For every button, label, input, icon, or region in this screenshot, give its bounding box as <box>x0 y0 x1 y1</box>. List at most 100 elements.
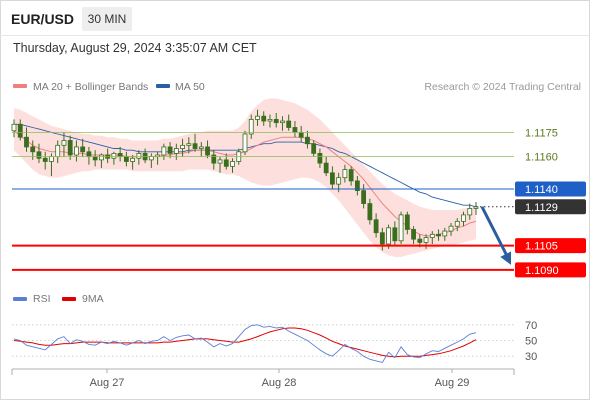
candle <box>411 226 416 245</box>
candle <box>280 116 285 131</box>
candle <box>167 142 173 159</box>
rsi-plot: 70 50 30 <box>12 320 537 363</box>
candle <box>448 222 454 236</box>
candle <box>223 153 229 170</box>
candle-body <box>330 172 335 185</box>
time-axis: Aug 27 Aug 28 Aug 29 <box>11 368 515 389</box>
candle-body <box>42 157 48 162</box>
level-label-box <box>515 238 586 254</box>
candle-body <box>11 123 17 132</box>
rsi-ma-legend-label: 9MA <box>82 293 104 305</box>
candle-body <box>286 120 292 128</box>
bollinger-band <box>14 98 476 258</box>
candle-body <box>361 190 367 204</box>
interval-button[interactable]: 30 MIN <box>82 7 132 31</box>
candle-body <box>217 159 223 164</box>
header-divider <box>0 35 590 36</box>
level-support: 1.1105 <box>12 238 586 254</box>
symbol-label: EUR/USD <box>11 11 75 27</box>
candle-body <box>255 115 260 120</box>
candle <box>267 114 273 128</box>
candle <box>442 227 448 241</box>
candle <box>42 151 48 170</box>
candle <box>286 114 292 131</box>
candle-body <box>55 144 61 158</box>
candle-body <box>311 143 317 154</box>
ma50-legend-label: MA 50 <box>175 81 205 93</box>
timestamp: Thursday, August 29, 2024 3:35:07 AM CET <box>13 41 257 55</box>
candle-body <box>180 144 185 149</box>
candle <box>311 140 317 157</box>
candle <box>398 211 404 245</box>
forecast-arrow-shaft <box>480 206 509 257</box>
candle <box>454 218 460 232</box>
candle <box>161 143 167 160</box>
candle <box>261 111 267 126</box>
candle <box>330 166 335 189</box>
candle <box>198 142 204 157</box>
rsi-ma-line <box>13 327 477 358</box>
ma20-legend-label: MA 20 + Bollinger Bands <box>33 81 148 93</box>
candle-body <box>92 156 98 161</box>
candle-body <box>305 136 310 145</box>
level-resistance: 1.1175 <box>12 127 558 139</box>
rsi-swatch <box>13 297 27 301</box>
candle <box>248 114 254 139</box>
candle-body <box>211 154 217 164</box>
candle-body <box>99 154 104 161</box>
candle <box>136 150 142 165</box>
candle <box>361 184 367 209</box>
candle-body <box>267 119 273 122</box>
rsi-gridline: 50 <box>12 336 537 348</box>
candle-body <box>261 115 267 122</box>
candle <box>255 109 260 126</box>
candle-body <box>280 120 285 124</box>
candle-body <box>36 151 42 159</box>
candle <box>392 221 398 246</box>
rsi-gridline: 70 <box>12 320 537 332</box>
candle-body <box>123 156 129 162</box>
candle-body <box>348 169 354 182</box>
candle-body <box>292 127 298 133</box>
candle-body <box>192 143 198 149</box>
candle-body <box>323 162 329 174</box>
candle <box>367 198 373 225</box>
candle-body <box>198 146 204 149</box>
rsi-gridline: 30 <box>12 351 537 363</box>
candle-body <box>24 136 29 148</box>
rsi-tick-label: 50 <box>525 336 537 348</box>
candle-body <box>61 140 67 146</box>
rsi-ma-swatch <box>62 297 76 301</box>
candle <box>186 137 192 154</box>
candle <box>242 130 248 156</box>
level-label: 1.1175 <box>525 127 558 139</box>
candle-body <box>30 146 36 153</box>
price-plot <box>11 98 479 258</box>
candle <box>217 156 223 173</box>
candle-body <box>130 157 136 162</box>
candle-body <box>242 133 248 153</box>
candle-body <box>67 140 73 156</box>
candle-body <box>467 208 473 216</box>
candle-body <box>136 152 142 159</box>
candle-body <box>223 159 229 167</box>
level-resistance: 1.1160 <box>12 152 558 164</box>
candle-body <box>392 227 398 242</box>
candle <box>467 203 473 220</box>
candle <box>111 151 117 165</box>
candle <box>373 213 379 238</box>
candles <box>11 109 479 251</box>
forecast-arrow-head <box>500 251 512 265</box>
candle-body <box>448 225 454 232</box>
level-support: 1.1090 <box>12 262 586 278</box>
forecast-arrow <box>480 206 512 265</box>
x-tick: Aug 27 <box>90 369 125 389</box>
candle <box>24 127 29 152</box>
candle-body <box>423 237 429 243</box>
credit-text: Research © 2024 Trading Central <box>424 81 581 93</box>
candle <box>354 176 360 196</box>
x-tick-label: Aug 27 <box>90 377 125 389</box>
candle <box>99 153 104 168</box>
candle <box>17 119 23 141</box>
candle <box>404 211 410 235</box>
